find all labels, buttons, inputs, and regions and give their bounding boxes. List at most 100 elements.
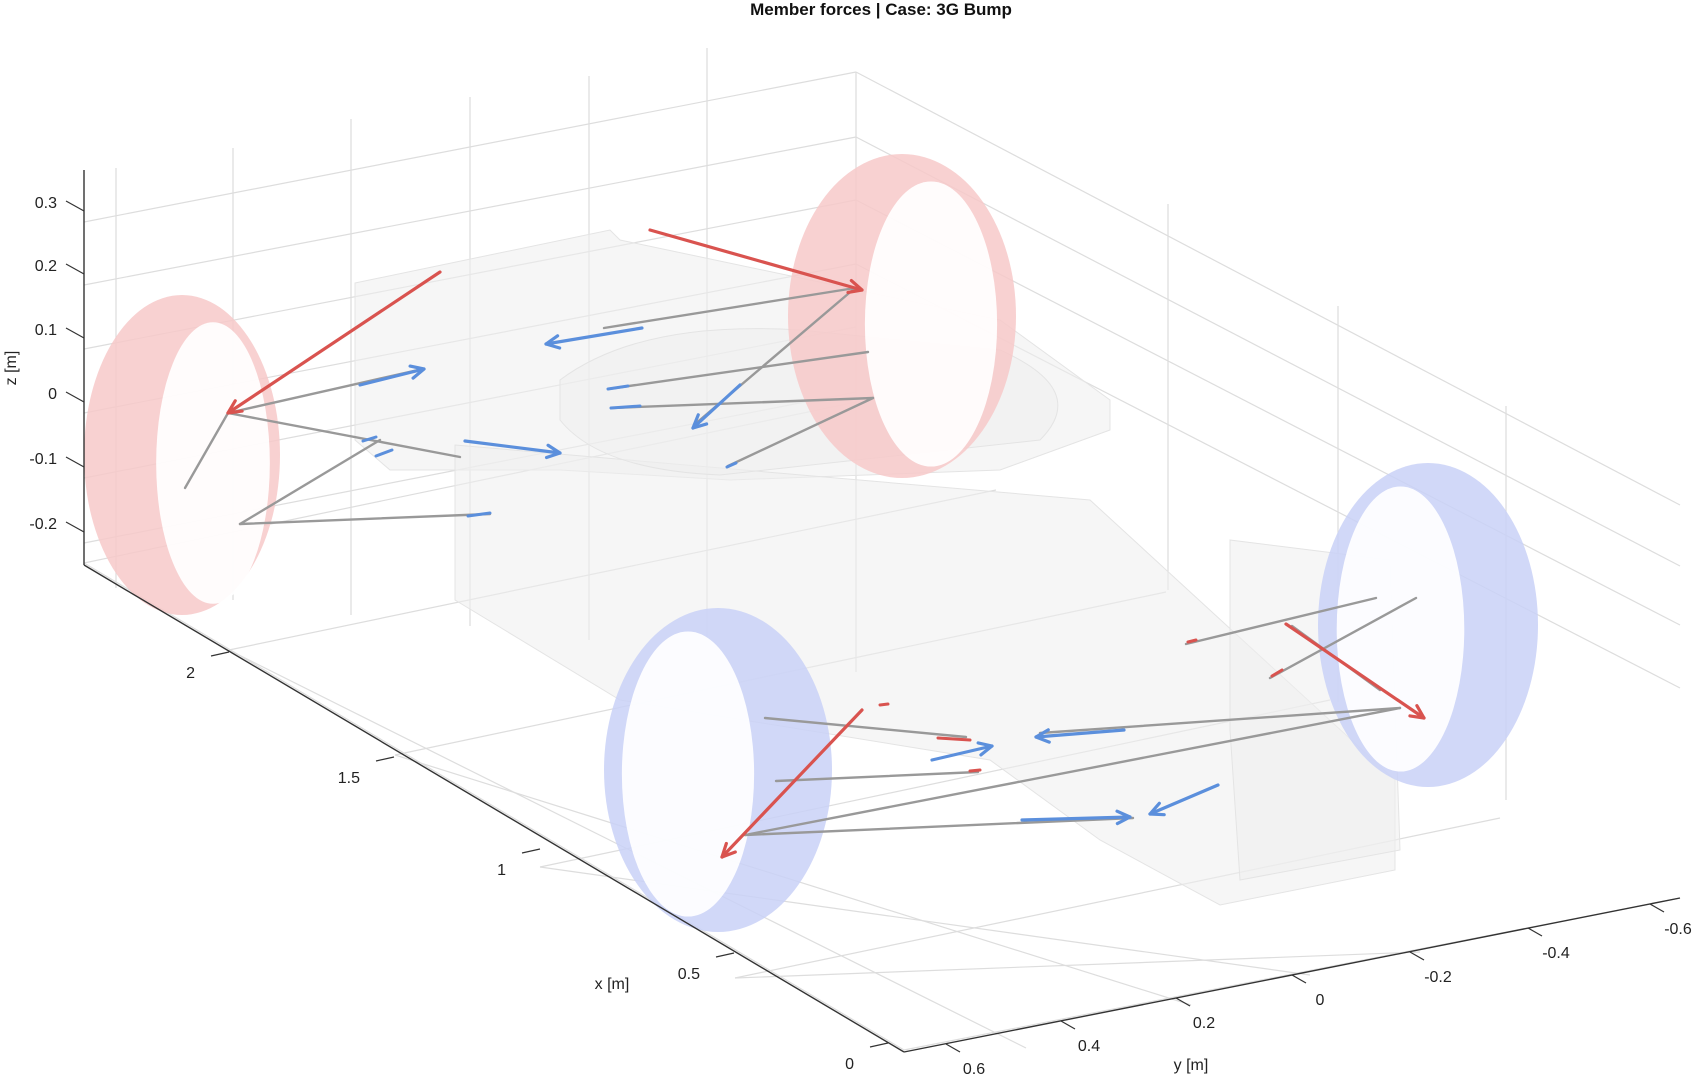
grid-line <box>83 71 857 223</box>
wheel-hole <box>864 181 998 467</box>
x-tick <box>715 952 735 958</box>
y-tick <box>1527 927 1543 937</box>
tension-arrow <box>1284 622 1426 720</box>
compression-arrow <box>1020 815 1132 822</box>
z-tick <box>65 391 85 403</box>
member-link <box>238 512 492 526</box>
member-link <box>1038 706 1402 735</box>
compression-arrow <box>544 326 644 346</box>
compression-arrow-head <box>1034 728 1051 744</box>
y-tick <box>945 1043 961 1053</box>
y-tick-label: 0.4 <box>1078 1038 1100 1055</box>
compression-arrow-head <box>544 443 562 460</box>
x-tick-label: 2 <box>186 665 195 682</box>
tension-stub <box>936 736 972 742</box>
rear-left-wheel <box>604 608 832 932</box>
y-tick-label: 0.2 <box>1193 1015 1215 1032</box>
y-tick-label: -0.4 <box>1542 945 1570 962</box>
compression-arrow-head <box>1148 801 1166 817</box>
compression-stub <box>361 435 378 443</box>
member-link <box>183 411 230 490</box>
tension-arrow <box>648 228 864 292</box>
y-tick <box>1175 997 1191 1007</box>
compression-arrow <box>930 744 994 762</box>
z-tick <box>65 521 85 533</box>
y-tick-label: 0.6 <box>963 1061 985 1075</box>
x-tick <box>375 756 395 762</box>
y-tick-label: -0.2 <box>1424 969 1452 986</box>
x-tick <box>869 1042 889 1048</box>
member-link <box>774 770 980 783</box>
member-link <box>743 816 1135 837</box>
wheel-hole <box>1336 486 1465 772</box>
y-tick-label: 0 <box>1316 992 1325 1009</box>
tension-arrow-head <box>846 278 864 295</box>
y-axis-label: y [m] <box>1174 1057 1209 1074</box>
chart-title: Member forces | Case: 3G Bump <box>750 0 1012 19</box>
compression-arrow <box>1148 783 1220 816</box>
grid-line <box>855 136 1681 567</box>
tension-stub <box>1186 638 1198 644</box>
z-tick <box>65 327 85 339</box>
z-tick-label: 0 <box>48 386 57 403</box>
z-tick-label: -0.1 <box>29 451 57 468</box>
x-tick-label: 1 <box>497 862 506 879</box>
member-link <box>609 396 875 410</box>
compression-arrow <box>463 439 562 455</box>
compression-arrow <box>691 383 742 430</box>
front-left-wheel <box>84 295 280 615</box>
x-tick <box>521 848 541 854</box>
compression-arrow <box>1034 728 1126 739</box>
member-link <box>1184 596 1378 646</box>
x-tick-label: 1.5 <box>338 770 360 787</box>
z-axis-label: z [m] <box>3 351 20 386</box>
compression-stub <box>374 448 394 458</box>
tension-arrow-head <box>226 399 244 415</box>
compression-arrow-head <box>1115 809 1132 826</box>
member-link <box>743 706 1402 837</box>
member-link <box>602 286 857 330</box>
z-tick <box>65 200 85 212</box>
member-link <box>238 438 382 526</box>
z-tick <box>65 456 85 468</box>
member-link <box>226 411 462 459</box>
compression-arrow-head <box>408 364 426 380</box>
member-link <box>763 716 968 739</box>
z-tick <box>65 263 85 275</box>
x-axis-label: x [m] <box>595 976 630 993</box>
compression-arrow-head <box>544 334 562 350</box>
tension-arrow <box>226 270 442 415</box>
x-tick <box>210 651 230 657</box>
grid-line <box>855 71 1681 506</box>
y-tick <box>1060 1020 1076 1030</box>
front-right-wheel <box>788 154 1016 478</box>
rear-right-wheel <box>1318 463 1538 787</box>
member-link <box>606 350 870 391</box>
z-tick-label: 0.1 <box>35 322 57 339</box>
compression-arrow-head <box>691 413 709 430</box>
y-tick <box>1409 951 1425 961</box>
y-tick <box>1649 903 1665 913</box>
x-axis-line <box>83 564 905 1053</box>
compression-stub <box>606 384 630 391</box>
z-tick-label: 0.2 <box>35 258 57 275</box>
tension-arrow-head <box>720 841 737 859</box>
compression-arrow <box>358 367 426 387</box>
tension-arrow-head <box>1408 704 1426 720</box>
grid-line <box>83 136 857 286</box>
y-tick <box>1291 974 1307 984</box>
compression-stub <box>725 461 738 469</box>
tension-arrow <box>720 708 864 859</box>
tension-stub <box>1270 668 1284 678</box>
x-tick-label: 0.5 <box>678 966 700 983</box>
grid-line <box>734 951 1421 979</box>
member-link <box>726 396 875 468</box>
compression-arrow-head <box>976 741 994 757</box>
member-link <box>1268 596 1418 680</box>
z-tick-label: -0.2 <box>29 516 57 533</box>
compression-stub <box>609 404 642 410</box>
compression-stub <box>466 511 492 518</box>
tension-stub <box>878 702 890 707</box>
z-tick-label: 0.3 <box>35 195 57 212</box>
